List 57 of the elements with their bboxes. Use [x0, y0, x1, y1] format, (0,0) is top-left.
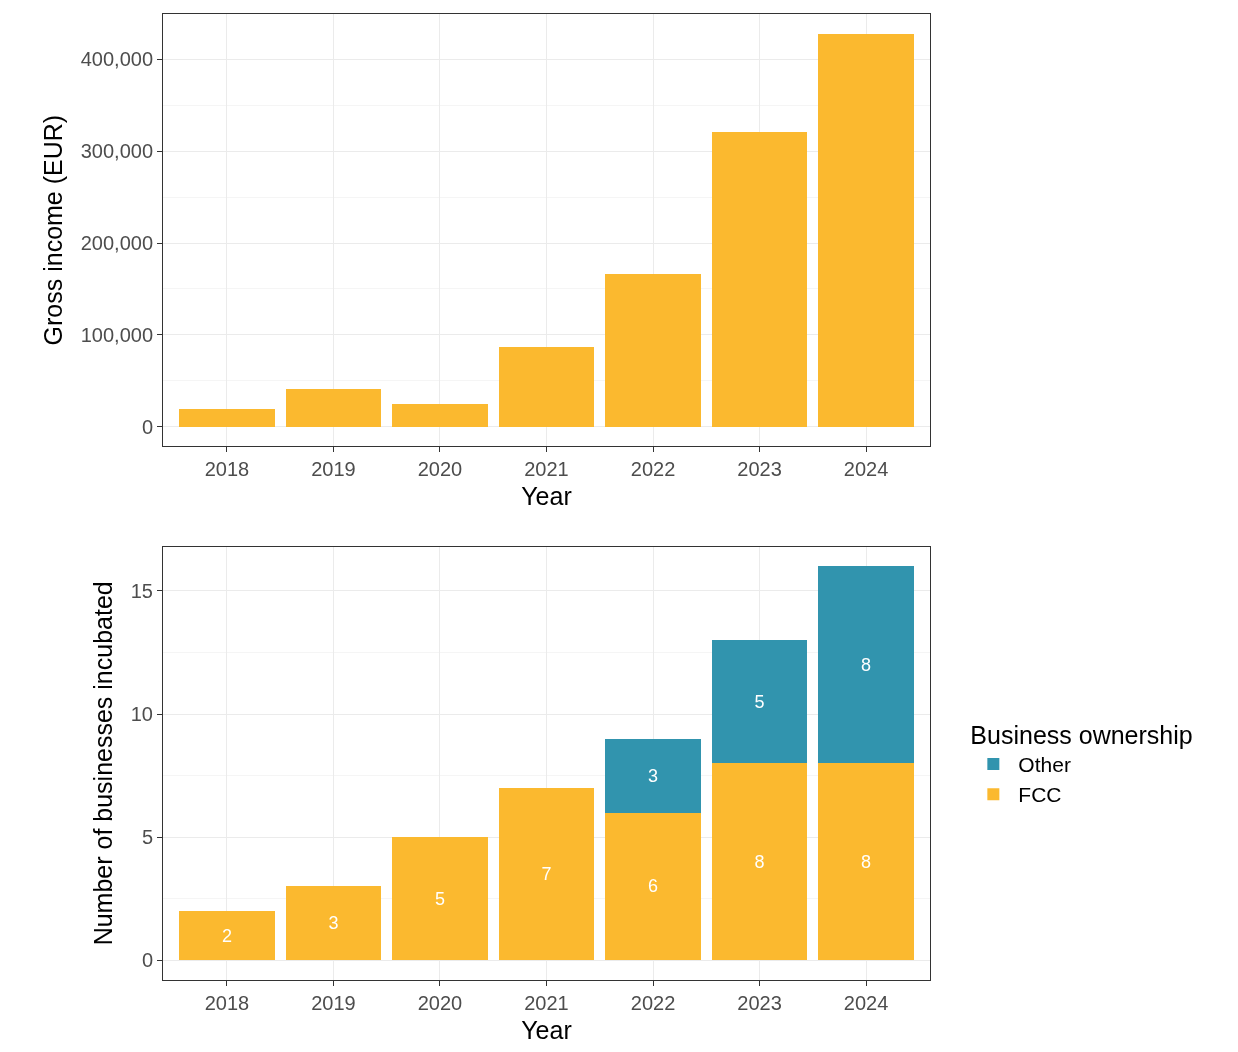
x-tick-label: 2020 — [417, 992, 463, 1014]
y-tick-label: 0 — [141, 949, 153, 972]
x-tick-label: 2024 — [843, 458, 889, 481]
y-tick-label: 200,000 — [80, 232, 153, 254]
y-tick-label: 100,000 — [80, 323, 153, 346]
bar — [605, 812, 701, 961]
x-tick-label: 2023 — [737, 992, 782, 1014]
bar — [498, 346, 595, 427]
y-tick-label: 10 — [130, 703, 153, 726]
data-label: 3 — [328, 913, 339, 934]
bar — [392, 837, 488, 961]
x-tick-label: 2023 — [737, 458, 782, 481]
bar — [711, 640, 808, 764]
x-tick-label: 2020 — [417, 458, 463, 481]
x-axis-title: Year — [521, 1016, 572, 1044]
y-axis-title: Number of businesses incubated — [89, 581, 118, 946]
legend-label: FCC — [1018, 783, 1062, 807]
bar — [392, 403, 488, 427]
data-label: 8 — [754, 851, 765, 872]
y-axis-title: Gross income (EUR) — [39, 114, 68, 346]
bar — [818, 33, 915, 427]
bar — [498, 787, 595, 961]
bar — [711, 763, 808, 961]
x-tick-label: 2021 — [524, 992, 569, 1014]
bar — [818, 566, 915, 764]
data-label: 6 — [648, 876, 659, 897]
bar — [605, 738, 701, 813]
data-label: 5 — [434, 888, 445, 909]
bar — [605, 274, 701, 427]
bar — [178, 911, 275, 961]
x-tick-label: 2021 — [524, 458, 569, 481]
bar — [178, 409, 275, 427]
y-tick-label: 300,000 — [80, 140, 153, 163]
x-tick-label: 2018 — [204, 458, 250, 481]
bar — [711, 131, 808, 427]
x-tick-label: 2019 — [311, 458, 356, 481]
data-label: 5 — [754, 691, 765, 712]
x-tick-label: 2018 — [204, 992, 250, 1014]
bar — [285, 886, 382, 961]
legend-title: Business ownership — [970, 720, 1193, 749]
data-label: 8 — [861, 851, 872, 872]
x-tick-label: 2024 — [843, 992, 889, 1014]
legend-label: Other — [1018, 753, 1071, 777]
y-tick-label: 15 — [130, 579, 153, 602]
x-tick-label: 2022 — [630, 992, 676, 1014]
y-tick-label: 0 — [141, 415, 153, 438]
bar — [285, 388, 382, 427]
x-axis-title: Year — [521, 482, 572, 511]
data-label: 3 — [648, 765, 659, 786]
bar — [818, 763, 915, 961]
y-tick-label: 5 — [141, 826, 153, 849]
data-label: 7 — [541, 864, 552, 885]
data-label: 2 — [221, 925, 232, 946]
x-tick-label: 2019 — [311, 992, 356, 1014]
x-tick-label: 2022 — [630, 458, 676, 481]
y-tick-label: 400,000 — [80, 48, 153, 71]
data-label: 8 — [861, 654, 872, 675]
